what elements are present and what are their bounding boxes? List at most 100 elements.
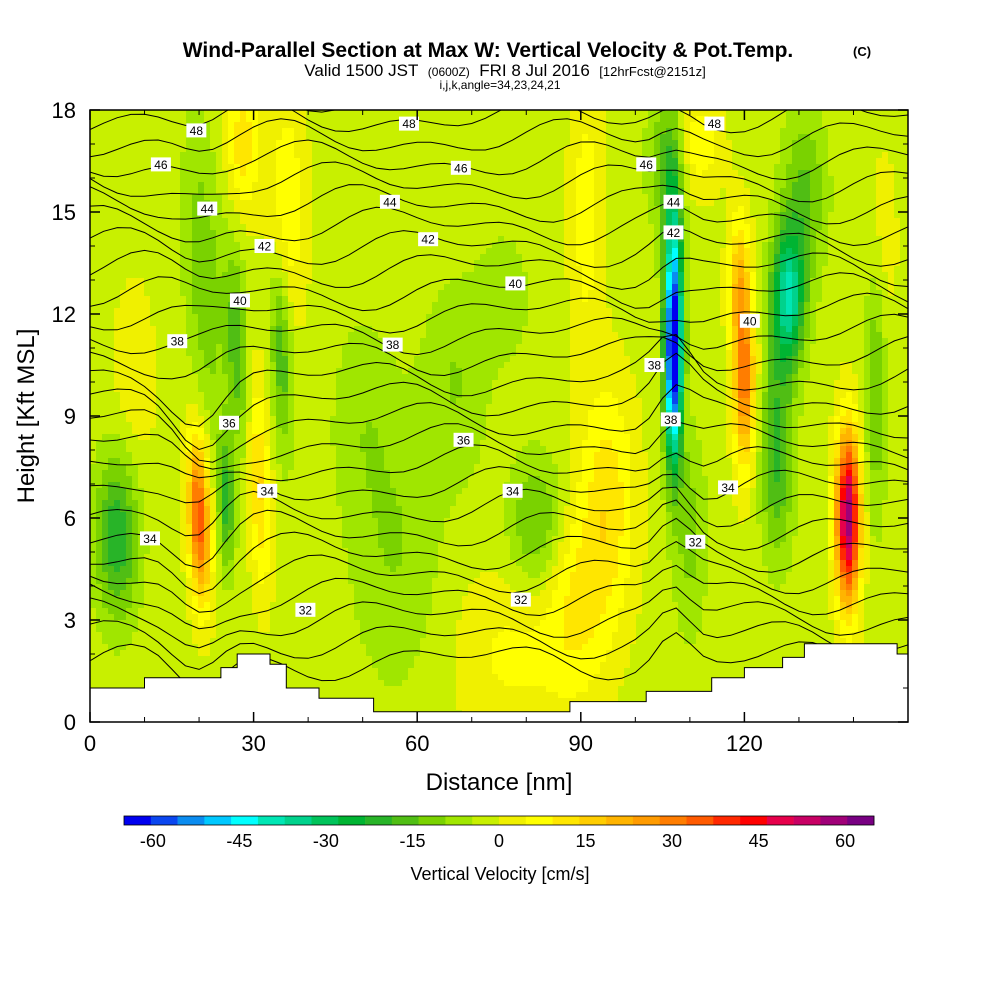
theta-contour-value: 40 <box>743 314 757 328</box>
chart-subtitle: Valid 1500 JST (0600Z) FRI 8 Jul 2016 [1… <box>304 61 705 80</box>
y-tick-label: 15 <box>52 200 76 225</box>
theta-contour-label: 32 <box>510 592 531 607</box>
theta-contour-value: 38 <box>171 335 185 349</box>
theta-contour-value: 46 <box>154 158 168 172</box>
colorbar-swatch <box>713 816 741 825</box>
theta-contour <box>90 384 908 463</box>
theta-contour-value: 38 <box>648 359 662 373</box>
colorbar-swatch <box>847 816 875 825</box>
theta-contour-value: 38 <box>386 338 400 352</box>
colorbar-tick-label: 30 <box>662 831 682 851</box>
theta-contour <box>90 333 908 427</box>
colorbar-frame <box>123 815 875 826</box>
theta-contour-label: 40 <box>229 293 250 308</box>
colorbar-swatch <box>525 816 553 825</box>
theta-contour-label: 34 <box>257 483 278 498</box>
x-axis-label: Distance [nm] <box>426 769 573 796</box>
theta-contour-value: 46 <box>640 158 654 172</box>
theta-contour-label: 48 <box>399 116 420 131</box>
theta-contour-label: 42 <box>663 225 684 240</box>
theta-contour <box>90 486 908 537</box>
theta-contour <box>90 564 908 630</box>
colorbar-swatch <box>177 816 205 825</box>
theta-contour <box>90 336 908 380</box>
colorbar-swatch <box>632 816 661 825</box>
theta-contour-value: 32 <box>514 593 528 607</box>
theta-contour <box>90 541 908 613</box>
colorbar-swatch <box>257 816 286 825</box>
theta-contour <box>90 420 908 470</box>
theta-contour-label: 44 <box>663 194 684 209</box>
theta-contour <box>90 586 908 649</box>
colorbar-swatch <box>740 816 768 825</box>
colorbar-tick-label: 45 <box>749 831 769 851</box>
colorbar-swatch <box>204 816 232 825</box>
theta-contour <box>90 161 908 203</box>
x-tick-label: 30 <box>241 731 265 756</box>
theta-contour-label: 34 <box>502 483 523 498</box>
theta-contour-label: 38 <box>167 334 188 349</box>
theta-contour-label: 46 <box>450 160 471 175</box>
colorbar-swatch <box>284 816 312 825</box>
theta-contour-value: 38 <box>664 413 678 427</box>
theta-contour-value: 42 <box>421 233 435 247</box>
theta-contour <box>90 110 908 134</box>
theta-contour <box>90 139 908 181</box>
terrain-mask <box>90 643 908 722</box>
colorbar-tick-label: 0 <box>494 831 504 851</box>
colorbar-tick-label: 15 <box>576 831 596 851</box>
theta-contour <box>90 607 908 670</box>
colorbar-swatch <box>499 816 527 825</box>
theta-contour-value: 44 <box>667 195 681 209</box>
x-tick-label: 0 <box>84 731 96 756</box>
colorbar-tick-label: 60 <box>835 831 855 851</box>
y-tick-label: 9 <box>64 404 76 429</box>
colorbar-swatch <box>820 816 848 825</box>
theta-contour-label: 42 <box>254 239 275 254</box>
colorbar-swatch <box>231 816 259 825</box>
theta-contour-value: 40 <box>509 277 523 291</box>
subtitle-zulu: (0600Z) <box>428 65 470 79</box>
theta-contour-value: 46 <box>454 161 468 175</box>
theta-contour <box>90 184 908 225</box>
theta-contour-value: 36 <box>457 433 471 447</box>
y-axis-label: Height [Kft MSL] <box>13 329 40 504</box>
theta-contour <box>90 203 908 247</box>
subtitle-valid: Valid 1500 JST <box>304 61 418 80</box>
y-tick-label: 3 <box>64 608 76 633</box>
colorbar-swatch <box>793 816 821 825</box>
colorbar-swatch <box>445 816 473 825</box>
theta-contour-label: 38 <box>382 337 403 352</box>
colorbar-swatch <box>391 816 419 825</box>
theta-contour-value: 44 <box>383 195 397 209</box>
colorbar-tick-label: -30 <box>313 831 339 851</box>
theta-contour-label: 46 <box>150 157 171 172</box>
colorbar-swatch <box>150 816 178 825</box>
theta-contour-label: 32 <box>685 534 706 549</box>
colorbar-swatch <box>766 816 794 825</box>
theta-contour-label: 38 <box>644 358 665 373</box>
theta-contour-label: 44 <box>379 194 400 209</box>
theta-contour-label: 40 <box>739 313 760 328</box>
colorbar-swatch <box>124 816 152 825</box>
theta-contour <box>90 313 908 356</box>
colorbar-swatch <box>606 816 634 825</box>
colorbar-swatch <box>365 816 393 825</box>
theta-contour-label: 44 <box>197 201 218 216</box>
theta-contour-label: 32 <box>295 602 316 617</box>
y-tick-label: 6 <box>64 506 76 531</box>
colorbar-swatch <box>311 816 339 825</box>
colorbar-tick-label: -60 <box>140 831 166 851</box>
theta-contour-label: 34 <box>139 531 160 546</box>
theta-contour <box>90 292 908 334</box>
x-tick-label: 90 <box>569 731 593 756</box>
velocity-field: 48 48 48 46 46 46 44 44 44 42 42 42 40 40 40 38 38 38 38 36… <box>90 110 908 722</box>
theta-contour-value: 44 <box>201 202 215 216</box>
theta-contour-label: 46 <box>636 157 657 172</box>
colorbar-swatch <box>579 816 607 825</box>
theta-contour-label: 34 <box>718 480 739 495</box>
theta-contour <box>90 118 908 158</box>
theta-contour-value: 42 <box>667 226 681 240</box>
theta-contour-label: 48 <box>186 123 207 138</box>
